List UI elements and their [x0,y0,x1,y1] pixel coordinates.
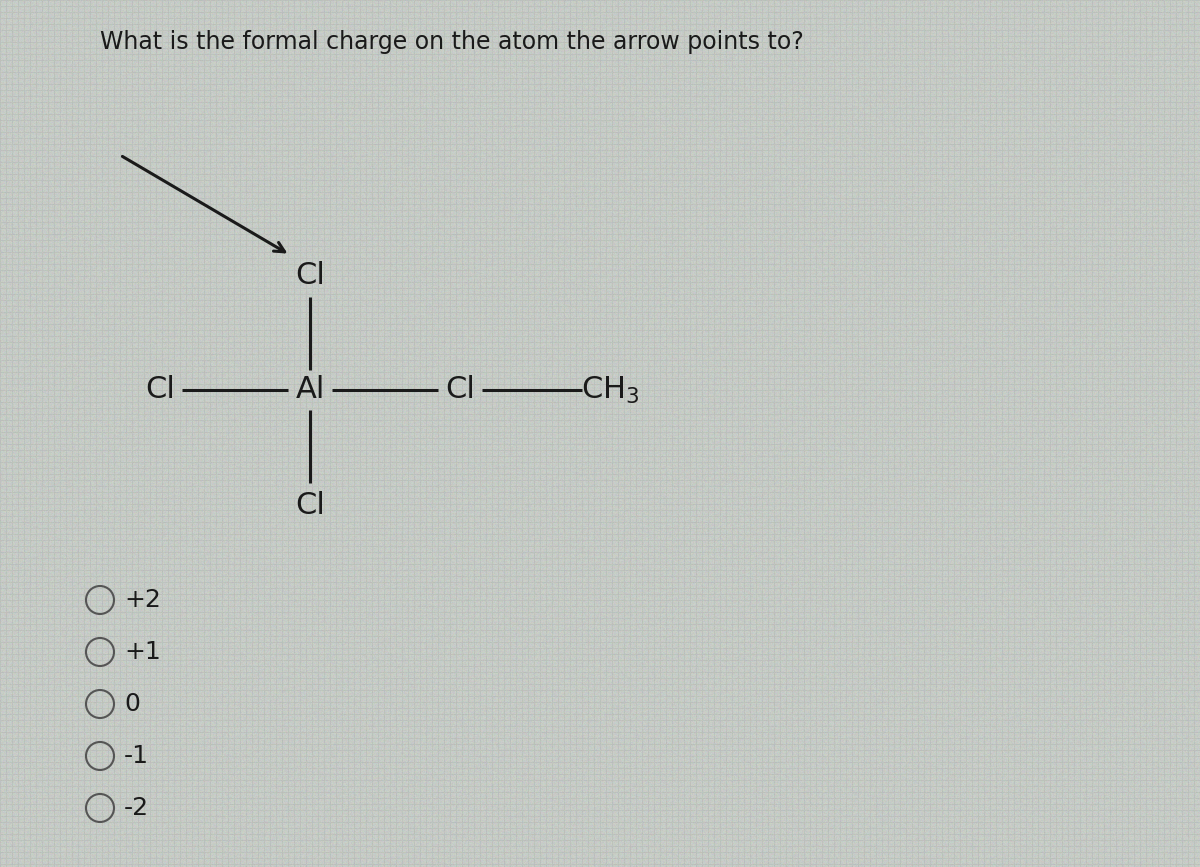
Text: 0: 0 [124,692,140,716]
Text: Cl: Cl [445,375,475,405]
Text: Cl: Cl [295,491,325,519]
Text: -1: -1 [124,744,149,768]
Text: What is the formal charge on the atom the arrow points to?: What is the formal charge on the atom th… [100,30,804,54]
Text: CH$_3$: CH$_3$ [581,375,640,406]
Text: +1: +1 [124,640,161,664]
Text: -2: -2 [124,796,149,820]
Text: Cl: Cl [145,375,175,405]
Text: +2: +2 [124,588,161,612]
Text: Cl: Cl [295,260,325,290]
Text: Al: Al [295,375,325,405]
